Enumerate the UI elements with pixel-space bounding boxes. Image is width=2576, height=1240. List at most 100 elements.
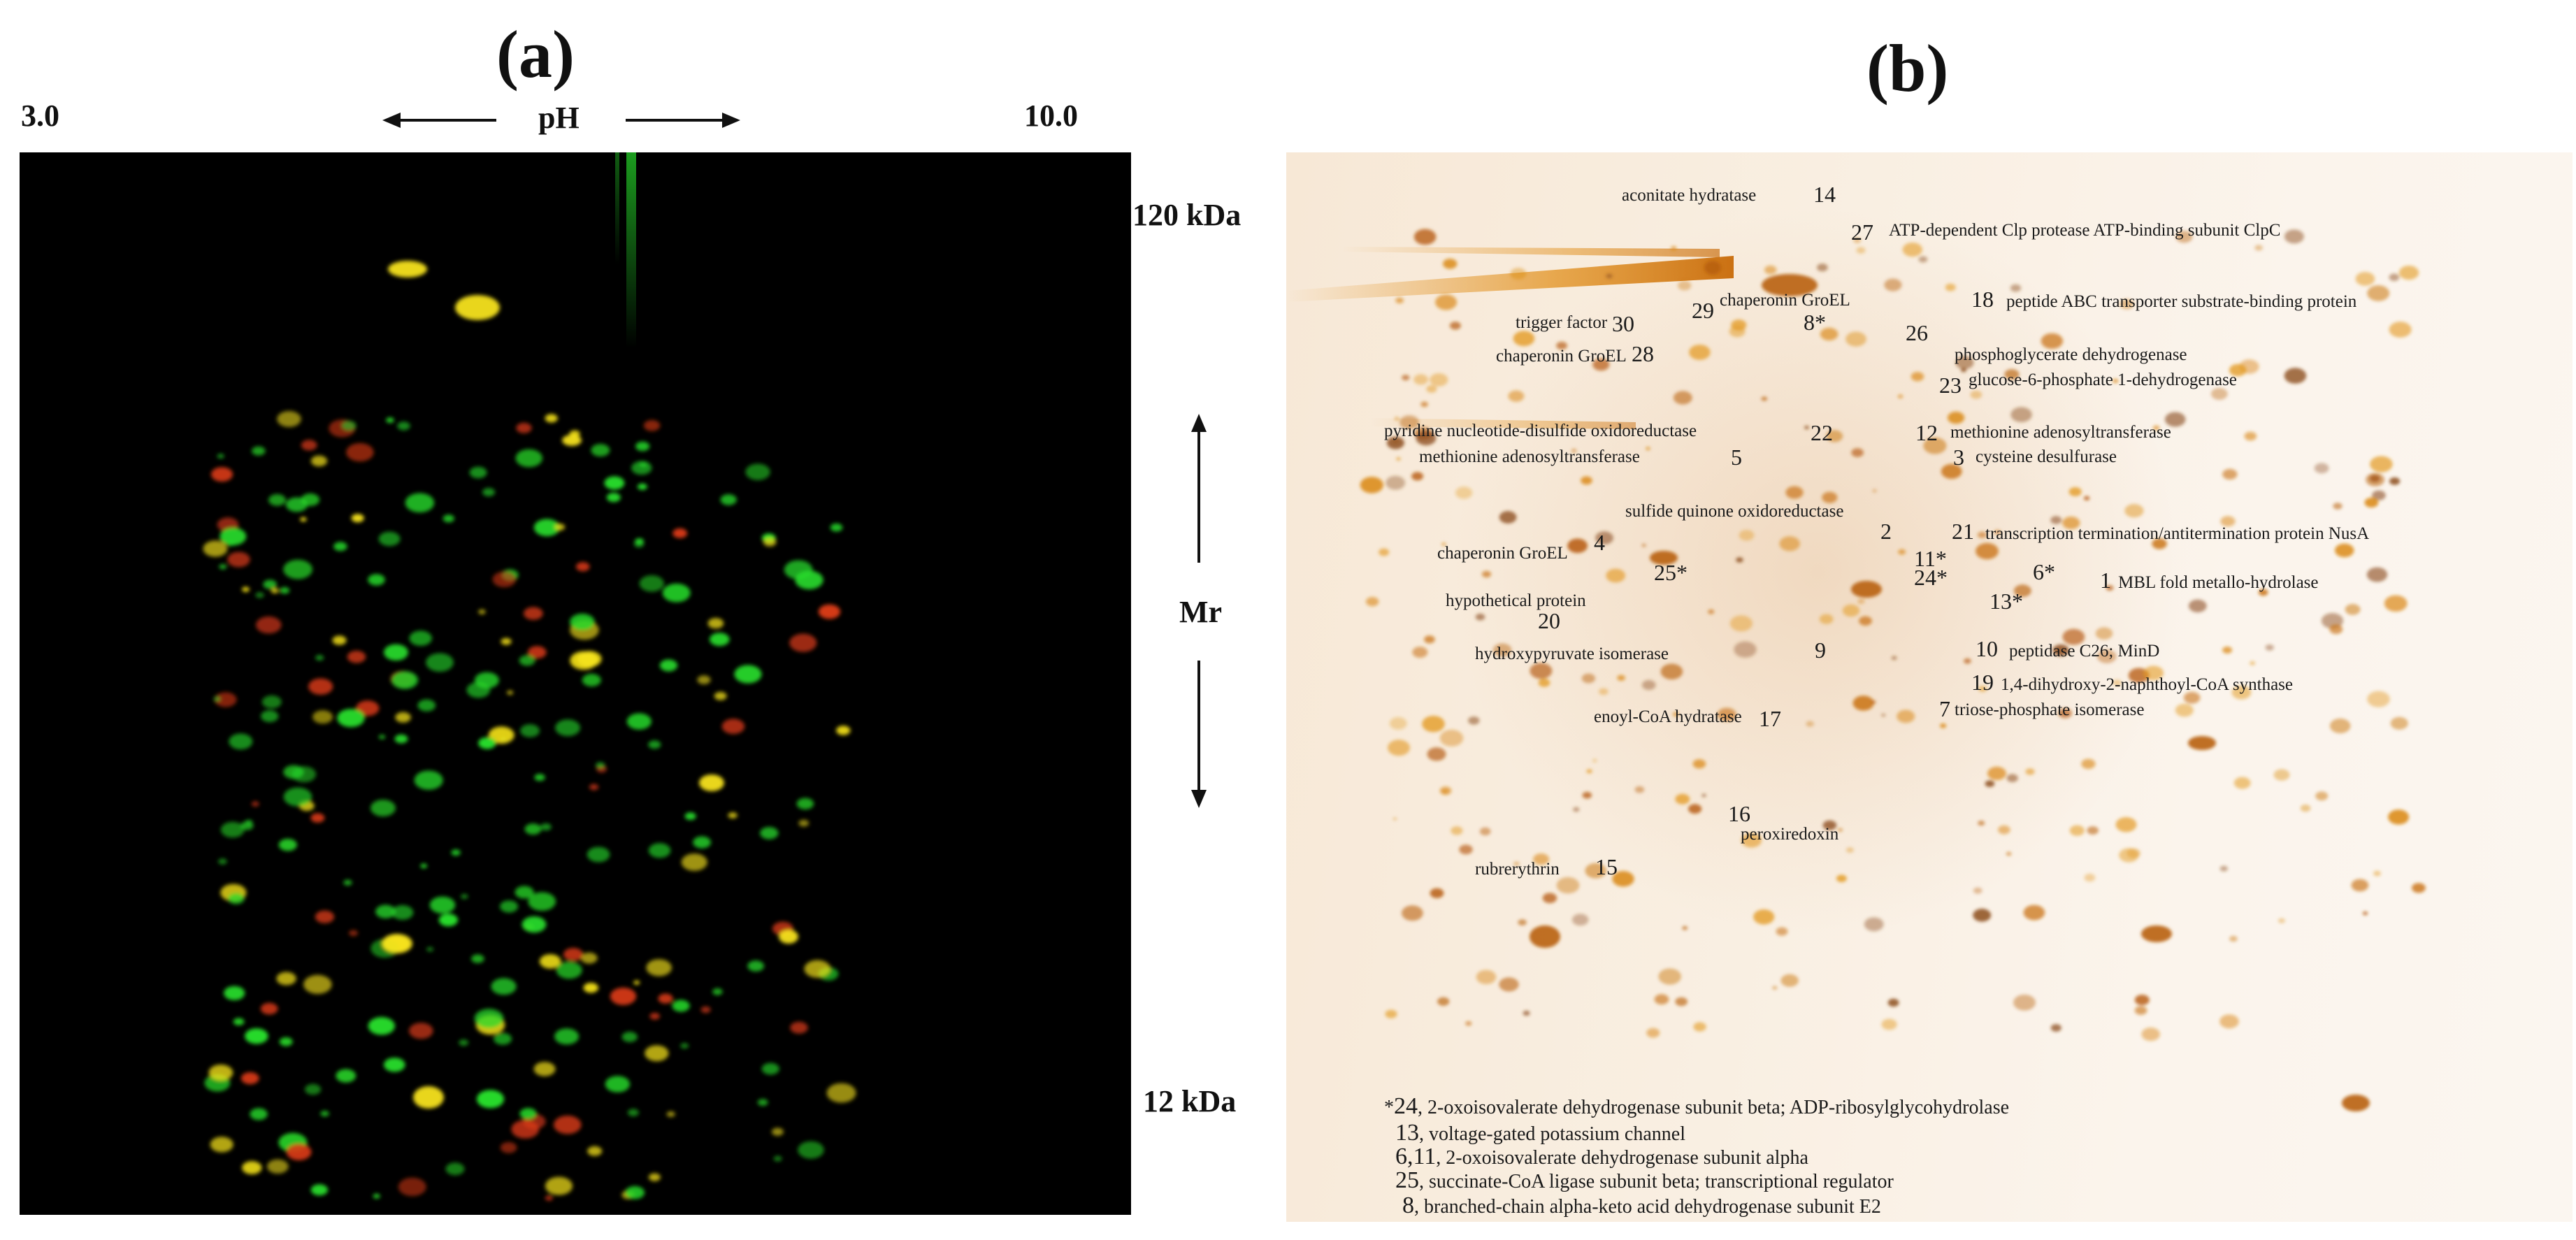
gel-spot — [587, 846, 610, 863]
spot-6-number: 6* — [2033, 559, 2055, 584]
gel-spot — [721, 719, 745, 735]
gel-spot — [1918, 256, 1928, 263]
gel-spot — [203, 540, 228, 557]
gel-spot — [576, 562, 590, 572]
gel-spot — [1985, 780, 1995, 787]
spot-18-name: peptide ABC transporter substrate-bindin… — [2006, 292, 2357, 311]
gel-spot — [445, 1162, 465, 1176]
gel-spot — [266, 1159, 289, 1174]
gel-spot — [1542, 893, 1557, 904]
gel-spot — [300, 517, 307, 522]
gel-spot — [1761, 396, 1768, 401]
gel-spot — [286, 1144, 312, 1160]
gel-spot — [398, 1177, 426, 1197]
legend-nums: 6,11 — [1395, 1144, 1437, 1169]
gel-spot — [2389, 477, 2401, 485]
gel-spot — [562, 435, 582, 446]
gel-spot — [1708, 609, 1715, 614]
gel-spot — [1441, 789, 1448, 794]
gel-spot — [587, 1146, 603, 1156]
gel-spot — [555, 719, 581, 737]
gel-spot — [798, 819, 810, 827]
gel-spot — [545, 1195, 554, 1201]
gel-spot — [1465, 1021, 1472, 1026]
gel-spot — [283, 787, 312, 807]
gel-spot — [635, 538, 644, 545]
gel-spot — [2265, 644, 2274, 651]
gel-spot — [343, 879, 352, 886]
spot-18-number: 18 — [1971, 287, 1994, 312]
spot-12-name: methionine adenosyltransferase — [1950, 423, 2171, 442]
gel-spot — [214, 692, 237, 707]
spot-28-name: chaperonin GroEL — [1496, 347, 1627, 366]
gel-spot — [534, 774, 545, 781]
gel-spot — [2069, 825, 2085, 836]
gel-spot — [1424, 635, 1435, 644]
panel-b-letter: (b) — [1866, 31, 1949, 106]
gel-spot — [1776, 927, 1788, 936]
gel-spot — [2152, 425, 2160, 431]
gel-streak — [615, 152, 619, 264]
gel-spot — [250, 1108, 268, 1120]
gel-spot — [533, 1062, 556, 1076]
gel-spot — [451, 849, 461, 856]
spot-15-name: rubrerythrin — [1475, 860, 1560, 879]
gel-spot — [1845, 847, 1854, 853]
mw-high-label: 120 kDa — [1132, 198, 1242, 232]
gel-spot — [1533, 853, 1550, 865]
gel-spot — [790, 1021, 808, 1034]
gel-spot — [217, 454, 224, 459]
gel-spot — [745, 463, 770, 480]
gel-spot — [1741, 832, 1762, 848]
gel-spot — [251, 801, 259, 807]
gel-spot — [524, 823, 542, 835]
gel-spot — [1513, 331, 1535, 347]
gel-spot — [1430, 888, 1444, 898]
gel-smear — [1342, 247, 1720, 257]
gel-spot — [459, 1039, 469, 1046]
gel-spot — [492, 571, 517, 588]
gel-spot — [2335, 543, 2354, 558]
gel-spot — [1606, 273, 1613, 279]
gel-spot — [1413, 374, 1428, 385]
spot-5-number: 5 — [1731, 445, 1742, 470]
gel-spot — [1729, 615, 1753, 632]
spot-23-number: 23 — [1939, 373, 1962, 398]
gel-spot — [524, 607, 543, 620]
gel-spot — [1449, 322, 1461, 330]
gel-spot — [252, 446, 266, 456]
gel-spot — [2278, 918, 2285, 923]
gel-spot — [2083, 496, 2090, 500]
gel-spot — [370, 800, 396, 816]
legend-text: , succinate-CoA ligase subunit beta; tra… — [1419, 1171, 1894, 1192]
gel-spot — [1688, 804, 1702, 814]
legend-text: , 2-oxoisovalerate dehydrogenase subunit… — [1418, 1097, 2010, 1118]
gel-spot — [2389, 322, 2412, 338]
gel-spot — [240, 1072, 259, 1085]
gel-spot — [1422, 716, 1445, 733]
gel-spot — [697, 675, 711, 684]
gel-spot — [2364, 497, 2379, 508]
gel-spot — [804, 960, 831, 978]
gel-spot — [1779, 536, 1800, 551]
gel-spot — [2367, 691, 2390, 707]
gel-spot — [836, 726, 851, 735]
gel-spot — [2389, 273, 2400, 281]
legend-nums: 25 — [1395, 1167, 1419, 1193]
gel-spot — [474, 1009, 504, 1029]
gel-spot — [1998, 825, 2010, 835]
gel-spot — [1492, 643, 1512, 657]
gel-spot — [1897, 709, 1915, 723]
gel-spot — [220, 821, 245, 838]
spot-27-name: ATP-dependent Clp protease ATP-binding s… — [1889, 221, 2281, 240]
gel-spot — [693, 836, 711, 849]
spot-17-name: enoyl-CoA hydratase — [1594, 707, 1742, 726]
gel-spot — [1822, 820, 1837, 830]
spot-8-number: 8* — [1804, 310, 1826, 335]
gel-spot — [2372, 490, 2386, 500]
gel-spot — [1592, 358, 1610, 371]
gel-spot — [1435, 294, 1458, 310]
gel-spot — [2367, 285, 2390, 301]
gel-spot — [1430, 373, 1448, 387]
gel-spot — [580, 952, 598, 964]
